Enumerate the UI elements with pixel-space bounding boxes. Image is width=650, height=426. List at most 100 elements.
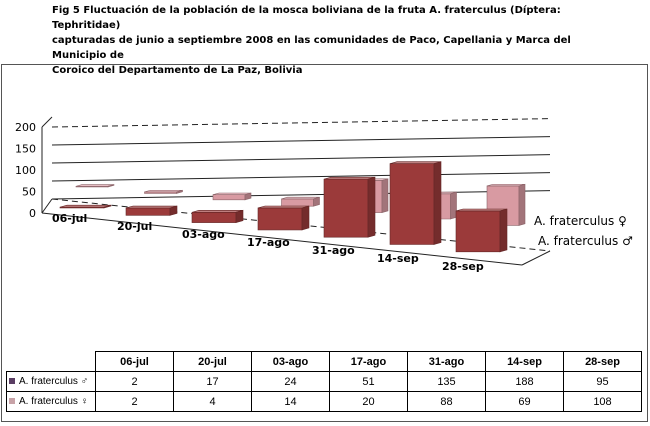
bar-male — [125, 205, 178, 216]
gridline — [51, 154, 551, 164]
table-cell: 14 — [251, 391, 330, 412]
table-row-male: A. fraterculus ♂ 2 17 24 51 135 188 95 — [6, 371, 642, 392]
bar-side — [235, 209, 244, 223]
gridline — [51, 172, 551, 182]
y-tick-label: 150 — [15, 143, 36, 156]
bar-side — [103, 204, 112, 209]
table-column-header: 20-jul — [173, 351, 252, 372]
table-cell: 2 — [95, 391, 174, 412]
bar-front — [212, 194, 246, 201]
table-cell: 17 — [173, 371, 252, 392]
bar-male — [455, 208, 508, 253]
bar-side — [244, 192, 252, 201]
table-column-header: 14-sep — [485, 351, 564, 372]
x-tick-label: 28-sep — [442, 260, 484, 273]
chart-plot: 0 50 100 150 200 06-jul 20-jul 03-ago 17-ago 31-a… — [15, 116, 633, 273]
y-tick-label: 50 — [22, 186, 36, 199]
legend: A. fraterculus ♀ A. fraterculus ♂ — [534, 214, 633, 248]
bar-top — [191, 210, 244, 213]
side-wall-base — [41, 198, 53, 214]
bar-top — [323, 176, 376, 180]
y-tick-label: 0 — [29, 207, 36, 220]
bar-male — [323, 176, 376, 238]
table-cell: 135 — [407, 371, 486, 392]
bar-side — [169, 205, 178, 216]
x-tick-label: 17-ago — [247, 236, 290, 249]
bar-front — [125, 207, 171, 216]
caption-line-1: Fig 5 Fluctuación de la población de la … — [52, 5, 561, 31]
table-cell: 88 — [407, 391, 486, 412]
bar-side — [499, 208, 508, 253]
table-row-label-female: A. fraterculus ♀ — [6, 391, 96, 412]
category-label-layer: 0 50 100 150 200 06-jul 20-jul 03-ago 17-ago 31-a… — [15, 121, 484, 273]
table-cell: 69 — [485, 391, 564, 412]
gridline — [51, 136, 551, 146]
bar-side — [381, 178, 389, 213]
bar-front — [191, 211, 237, 223]
bar-side — [367, 176, 376, 238]
bar-side — [518, 183, 526, 226]
bar-male — [389, 161, 442, 245]
table-series-name: A. fraterculus ♀ — [19, 396, 89, 407]
x-tick-label: 03-ago — [182, 228, 225, 241]
caption-line-2: capturadas de junio a septiembre 2008 en… — [52, 35, 571, 61]
table-cell: 108 — [563, 391, 642, 412]
bar-female — [281, 196, 320, 207]
bar-top — [257, 205, 310, 209]
table-row-female: A. fraterculus ♀ 2 4 14 20 88 69 108 — [6, 391, 642, 412]
table-cell: 95 — [563, 371, 642, 392]
table-cell: 2 — [95, 371, 174, 392]
table-column-header: 31-ago — [407, 351, 486, 372]
figure-caption: Fig 5 Fluctuación de la población de la … — [52, 3, 612, 78]
table-header-row: 06-jul 20-jul 03-ago 17-ago 31-ago 14-sep 28-s… — [6, 351, 642, 372]
table-column-header: 28-sep — [563, 351, 642, 372]
chart-frame: 0 50 100 150 200 06-jul 20-jul 03-ago 17-ago 31-a… — [1, 64, 648, 422]
bar-female — [75, 184, 115, 188]
female-swatch — [9, 398, 15, 405]
floor-right-edge — [521, 250, 551, 266]
table-cell: 24 — [251, 371, 330, 392]
y-tick-label: 100 — [15, 164, 36, 177]
bar-male — [191, 209, 244, 223]
table-column-header: 03-ago — [251, 351, 330, 372]
bar-side — [450, 191, 457, 220]
bar-side — [176, 189, 183, 194]
x-tick-label: 14-sep — [377, 252, 419, 265]
floor-front-edge — [41, 212, 523, 266]
bar-front — [323, 178, 369, 238]
table-cell: 20 — [329, 391, 408, 412]
bar-side — [107, 184, 115, 188]
x-tick-label: 31-ago — [312, 244, 355, 257]
bar-top — [389, 161, 442, 164]
bar-top — [125, 205, 178, 209]
male-swatch — [9, 378, 15, 385]
table-cell: 51 — [329, 371, 408, 392]
grid-layer — [51, 118, 551, 200]
bar-front — [281, 198, 314, 207]
data-table: 06-jul 20-jul 03-ago 17-ago 31-ago 14-sep 28-s… — [6, 351, 642, 412]
table-column-header: 17-ago — [329, 351, 408, 372]
y-tick-label: 200 — [15, 121, 36, 134]
table-row-label-male: A. fraterculus ♂ — [6, 371, 96, 392]
bar-male — [59, 204, 112, 209]
x-tick-label: 20-jul — [117, 220, 152, 233]
bar-front — [389, 163, 435, 245]
side-wall-top — [41, 116, 53, 128]
bar-female — [212, 192, 252, 201]
bar-front — [455, 210, 501, 253]
bar-top — [455, 208, 508, 212]
bar-side — [301, 205, 310, 231]
male-series-layer — [59, 161, 508, 253]
legend-male: A. fraterculus ♂ — [538, 234, 633, 248]
table-column-header: 06-jul — [95, 351, 174, 372]
bar-side — [313, 196, 320, 207]
bar-front — [257, 207, 303, 231]
bar-side — [433, 161, 442, 245]
bar-male — [257, 205, 310, 231]
table-corner — [6, 351, 96, 372]
table-cell: 188 — [485, 371, 564, 392]
caption-line-3: Coroico del Departamento de La Paz, Boli… — [52, 65, 303, 76]
bar-top — [59, 204, 112, 208]
bar-female — [144, 189, 183, 194]
x-tick-label: 06-jul — [52, 212, 87, 225]
